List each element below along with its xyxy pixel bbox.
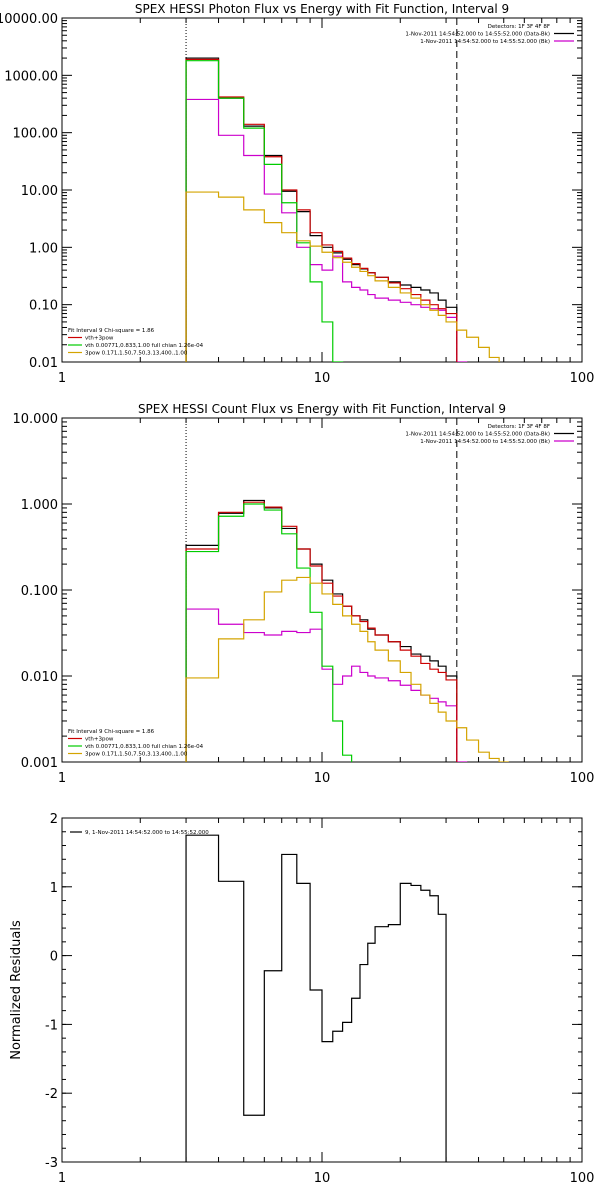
fit-legend: Fit Interval 9 Chi-square = 1.86 vth+3pow… bbox=[68, 729, 204, 758]
y-tick-label: 1.000 bbox=[21, 498, 58, 513]
y-tick-label: -3 bbox=[45, 1156, 58, 1171]
series-group bbox=[185, 834, 447, 1162]
series-line-bk bbox=[185, 98, 468, 362]
y-tick-label: 0.001 bbox=[21, 756, 58, 771]
x-tick-label: 100 bbox=[570, 1171, 595, 1186]
series-line-vth-3pow bbox=[185, 58, 458, 362]
x-tick-label: 100 bbox=[570, 771, 595, 786]
chart-title: SPEX HESSI Photon Flux vs Energy with Fi… bbox=[135, 2, 509, 16]
fit-legend-line: 3pow 0.171,1.50,7.50,3.13,400.,1.00 bbox=[85, 351, 188, 357]
residual-legend: 9, 1-Nov-2011 14:54:52.000 to 14:55:52.0… bbox=[70, 830, 209, 836]
chart-1: SPEX HESSI Photon Flux vs Energy with Fi… bbox=[0, 2, 594, 386]
fit-legend-line: 3pow 0.171,1.50,7.50,3.13,400.,1.00 bbox=[85, 752, 188, 758]
series-line-residuals bbox=[185, 834, 447, 1162]
y-tick-label: 0.010 bbox=[21, 670, 58, 685]
series-group bbox=[185, 57, 500, 362]
x-tick-label: 1 bbox=[58, 771, 66, 786]
chart-3: 1 10 100 -3 -2 -1 0 1 2 Normalized Residuals 9, 1-… bbox=[9, 812, 594, 1186]
x-tick-label: 10 bbox=[314, 1171, 331, 1186]
header-legend-line: 1-Nov-2011 14:54:52.000 to 14:55:52.000 … bbox=[405, 32, 550, 38]
residual-legend-line: 9, 1-Nov-2011 14:54:52.000 to 14:55:52.0… bbox=[85, 830, 209, 836]
fit-legend-line: vth+3pow bbox=[85, 737, 114, 743]
chart-2: SPEX HESSI Count Flux vs Energy with Fit… bbox=[13, 402, 595, 786]
chart-title: SPEX HESSI Count Flux vs Energy with Fit… bbox=[138, 402, 506, 416]
series-line-vth bbox=[185, 503, 353, 762]
series-line-3pow bbox=[185, 576, 509, 762]
y-tick-label: 1.00 bbox=[29, 241, 58, 256]
y-tick-label: 10.000 bbox=[13, 412, 59, 427]
y-tick-label: 0.100 bbox=[21, 584, 58, 599]
fit-legend-line: vth 0.00771,0.833,1.00 full chian 1.26e-… bbox=[85, 343, 204, 349]
series-line-data-bk bbox=[185, 57, 458, 362]
y-tick-label: 0 bbox=[50, 950, 58, 965]
x-tick-label: 10 bbox=[314, 771, 331, 786]
y-tick-label: 10.00 bbox=[21, 184, 58, 199]
y-axis-label: Normalized Residuals bbox=[9, 920, 24, 1060]
header-legend-line: 1-Nov-2011 14:54:52.000 to 14:55:52.000 … bbox=[405, 432, 550, 438]
series-line-vth-3pow bbox=[185, 501, 458, 762]
y-tick-label: -1 bbox=[45, 1018, 58, 1033]
header-legend-line: 1-Nov-2011 14:54:52.000 to 14:55:52.000 … bbox=[420, 439, 550, 445]
header-legend: Detectors: 1F 3F 4F 8F 1-Nov-2011 14:54:5… bbox=[405, 424, 574, 445]
y-axis: -3 -2 -1 0 1 2 bbox=[45, 812, 582, 1171]
series-line-vth bbox=[185, 60, 344, 362]
fit-legend-line: vth+3pow bbox=[85, 336, 114, 342]
x-tick-label: 10 bbox=[314, 371, 331, 386]
y-tick-label: 10000.00 bbox=[0, 12, 58, 27]
x-tick-label: 1 bbox=[58, 371, 66, 386]
header-legend-line: Detectors: 1F 3F 4F 8F bbox=[488, 24, 550, 30]
header-legend-line: 1-Nov-2011 14:54:52.000 to 14:55:52.000 … bbox=[420, 39, 550, 45]
fit-legend-line: vth 0.00771,0.833,1.00 full chian 1.26e-… bbox=[85, 744, 204, 750]
fit-legend: Fit Interval 9 Chi-square = 1.86 vth+3pow… bbox=[68, 328, 204, 357]
x-axis: 1 10 100 bbox=[58, 818, 595, 1186]
series-group bbox=[185, 499, 509, 762]
y-tick-label: 2 bbox=[50, 812, 58, 827]
header-legend: Detectors: 1F 3F 4F 8F 1-Nov-2011 14:54:5… bbox=[405, 24, 574, 45]
x-tick-label: 100 bbox=[570, 371, 595, 386]
header-legend-line: Detectors: 1F 3F 4F 8F bbox=[488, 424, 550, 430]
y-tick-label: 0.10 bbox=[29, 299, 58, 314]
y-tick-label: 0.01 bbox=[29, 356, 58, 371]
fit-legend-line: Fit Interval 9 Chi-square = 1.86 bbox=[68, 729, 155, 735]
series-line-bk bbox=[185, 608, 468, 762]
fit-legend-line: Fit Interval 9 Chi-square = 1.86 bbox=[68, 328, 155, 334]
y-tick-label: -2 bbox=[45, 1087, 58, 1102]
x-axis: 1 10 100 bbox=[58, 18, 595, 386]
y-tick-label: 100.00 bbox=[13, 127, 59, 142]
y-axis: 0.01 0.10 1.00 10.00 100.00 1000.00 10000.00 bbox=[0, 12, 582, 371]
y-axis: 0.001 0.010 0.100 1.000 10.000 bbox=[13, 412, 582, 771]
x-tick-label: 1 bbox=[58, 1171, 66, 1186]
y-tick-label: 1000.00 bbox=[4, 69, 58, 84]
series-line-3pow bbox=[185, 191, 500, 362]
y-tick-label: 1 bbox=[50, 881, 58, 896]
